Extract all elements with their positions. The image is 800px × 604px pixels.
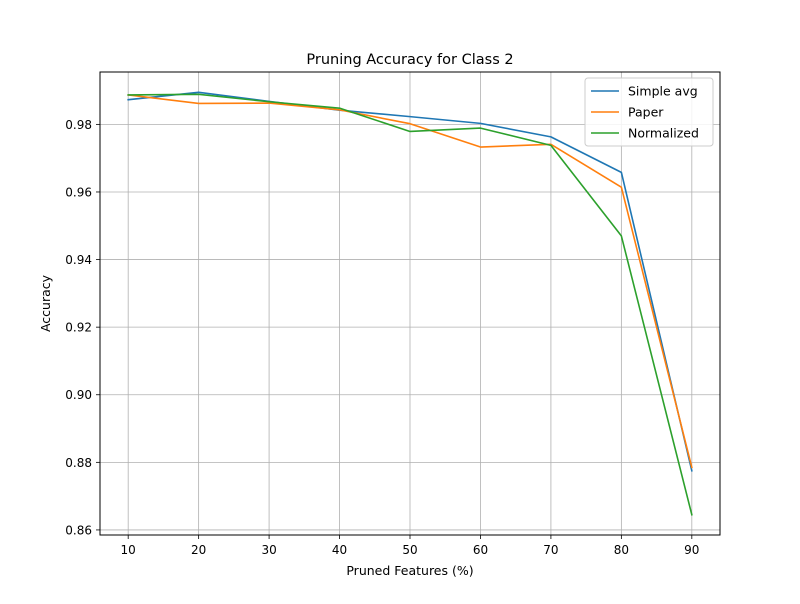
x-tick-label: 50 [402,543,417,557]
y-tick-label: 0.88 [65,456,92,470]
y-tick-label: 0.90 [65,388,92,402]
legend-label: Normalized [628,126,699,141]
x-tick-label: 90 [684,543,699,557]
y-tick-label: 0.92 [65,321,92,335]
grid [100,72,720,535]
y-axis-ticks: 0.86 0.88 0.90 0.92 0.94 0.96 0.98 [65,118,100,537]
x-tick-label: 70 [543,543,558,557]
legend: Simple avg Paper Normalized [584,77,714,147]
x-axis-ticks: 10 20 30 40 50 60 70 80 90 [121,535,699,557]
x-tick-label: 20 [191,543,206,557]
series-line-paper [127,94,693,469]
y-tick-label: 0.96 [65,185,92,199]
y-tick-label: 0.98 [65,118,92,132]
y-tick-label: 0.94 [65,253,92,267]
x-tick-label: 40 [332,543,347,557]
x-tick-label: 10 [121,543,136,557]
x-tick-label: 60 [473,543,488,557]
series-line-simple-avg [127,91,693,472]
legend-label: Simple avg [628,84,698,99]
y-tick-label: 0.86 [65,523,92,537]
legend-label: Paper [628,105,664,120]
series-lines [127,91,693,516]
chart-title: Pruning Accuracy for Class 2 [306,52,513,68]
x-tick-label: 80 [614,543,629,557]
y-axis-label: Accuracy [38,274,53,332]
series-line-normalized [127,93,693,516]
x-tick-label: 30 [261,543,276,557]
legend-box [584,77,714,147]
x-axis-label: Pruned Features (%) [346,563,473,578]
